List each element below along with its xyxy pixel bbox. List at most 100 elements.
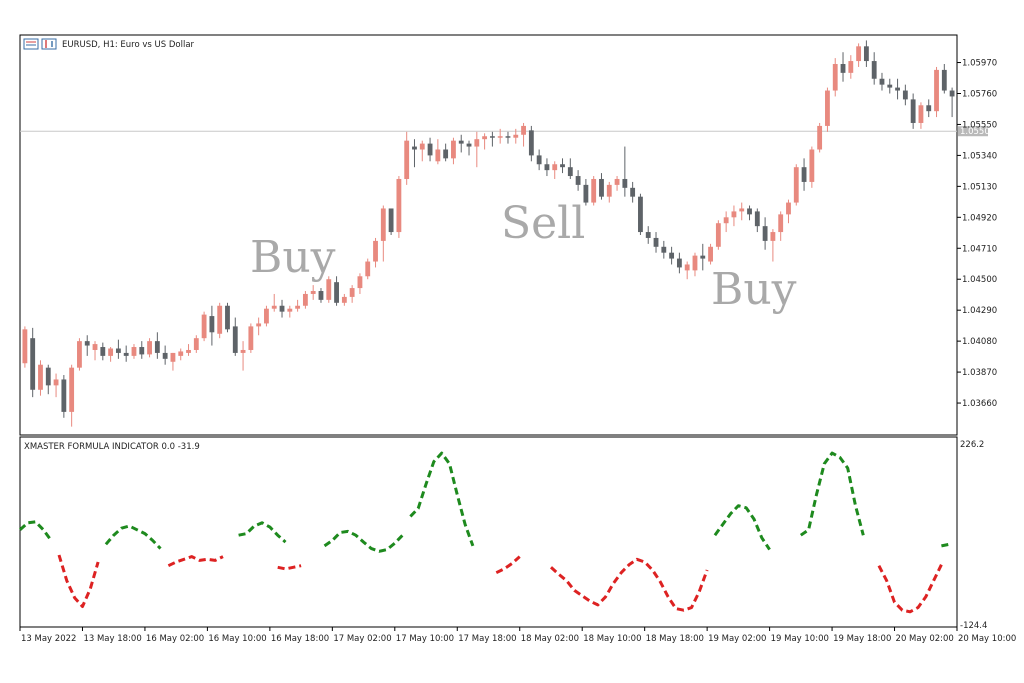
candle-body <box>762 226 768 241</box>
candle-body <box>778 214 784 233</box>
candle-body <box>747 208 752 215</box>
candle-body <box>201 314 207 339</box>
price-tick-label: 1.04710 <box>962 244 997 254</box>
indicator-lines-group <box>18 451 950 614</box>
price-tick-label: 1.03870 <box>962 368 997 378</box>
candle-body <box>295 305 301 309</box>
candle-body <box>365 261 371 277</box>
price-tick-label: 1.05130 <box>962 182 997 192</box>
main-chart-frame <box>19 34 958 436</box>
candle-body <box>793 167 799 203</box>
candle-body <box>817 125 823 150</box>
candle-body <box>567 167 573 177</box>
candle-body <box>131 347 137 356</box>
time-axis: 13 May 2022 13 May 18:00 16 May 02:00 16 Ma… <box>19 627 1016 644</box>
price-tick-label: 1.04920 <box>962 213 997 223</box>
candle-body <box>708 246 713 262</box>
candle-body <box>225 305 230 330</box>
candle-body <box>715 223 721 247</box>
candle-body <box>380 208 386 241</box>
candle-body <box>482 136 488 140</box>
time-tick-label: 19 May 18:00 <box>833 634 891 644</box>
candle-body <box>653 237 659 247</box>
candle-body <box>22 329 28 364</box>
candle-body <box>645 232 651 238</box>
chart-type-icon[interactable] <box>41 38 57 50</box>
time-tick-label: 18 May 18:00 <box>646 634 704 644</box>
time-tick-label: 16 May 10:00 <box>208 634 266 644</box>
indicator-segment <box>941 542 950 548</box>
candle-body <box>404 140 410 179</box>
candle-body <box>264 308 269 324</box>
candle-body <box>170 352 176 362</box>
candle-body <box>419 143 425 150</box>
candle-body <box>528 130 534 156</box>
candle-body <box>521 125 526 135</box>
candle-body <box>69 367 75 412</box>
candle-body <box>513 134 519 138</box>
indicator-segment <box>799 451 865 537</box>
candle-body <box>692 255 698 271</box>
candle-body <box>100 347 106 356</box>
candle-body <box>583 184 589 203</box>
time-tick-label: 18 May 10:00 <box>583 634 641 644</box>
candle-body <box>856 46 862 62</box>
candle-body <box>902 90 908 100</box>
price-axis: 1.05970 1.05760 1.05550 1.05340 1.05130 1.049… <box>957 59 997 409</box>
candle-body <box>606 184 612 197</box>
candle-body <box>676 258 682 268</box>
time-tick-label: 19 May 10:00 <box>771 634 829 644</box>
indicator-segment <box>167 555 224 568</box>
candle-body <box>458 140 464 144</box>
candle-body <box>731 211 737 218</box>
window-header: EURUSD, H1: Euro vs US Dollar <box>23 38 195 50</box>
candle-body <box>614 178 620 185</box>
time-tick-label: 17 May 02:00 <box>333 634 391 644</box>
price-tick-label: 1.04290 <box>962 306 997 316</box>
candle-body <box>84 341 90 346</box>
indicator-title: XMASTER FORMULA INDICATOR 0.0 -31.9 <box>24 442 200 452</box>
candle-body <box>474 139 480 147</box>
candles-group <box>22 40 955 427</box>
price-tick-label: 1.05970 <box>962 59 997 69</box>
candle-body <box>786 202 791 215</box>
time-tick-label: 16 May 02:00 <box>146 634 204 644</box>
candle-body <box>684 264 690 271</box>
window-title: EURUSD, H1: Euro vs US Dollar <box>62 40 195 50</box>
candle-body <box>435 149 441 162</box>
candle-body <box>427 143 433 156</box>
candle-body <box>302 293 308 306</box>
candle-body <box>162 352 168 359</box>
candle-body <box>77 341 82 368</box>
time-tick-label: 19 May 02:00 <box>708 634 766 644</box>
candle-body <box>622 178 628 188</box>
candle-body <box>30 338 36 390</box>
candle-body <box>123 352 129 356</box>
candle-body <box>53 379 59 386</box>
indicator-segment <box>495 555 521 575</box>
time-tick-label: 20 May 10:00 <box>958 634 1016 644</box>
time-tick-label: 13 May 2022 <box>21 634 76 644</box>
candle-body <box>318 291 324 300</box>
candle-body <box>630 187 636 197</box>
candle-body <box>248 326 254 350</box>
candle-body <box>154 341 160 353</box>
buy-label-left: Buy <box>250 232 336 283</box>
time-tick-label: 13 May 18:00 <box>83 634 141 644</box>
candle-body <box>809 149 815 182</box>
indicator-segment <box>57 554 100 608</box>
candle-body <box>256 323 262 327</box>
window-list-icon[interactable] <box>23 38 39 50</box>
indicator-frame <box>19 436 958 628</box>
indicator-segment <box>409 451 475 547</box>
candle-body <box>349 288 355 297</box>
candle-body <box>863 46 869 62</box>
candle-body <box>108 348 114 356</box>
price-tick-label: 1.04500 <box>962 275 997 285</box>
candle-body <box>240 349 246 353</box>
candle-body <box>934 69 939 112</box>
candle-body <box>38 364 43 390</box>
candle-body <box>505 136 511 138</box>
indicator-segment <box>323 529 404 553</box>
